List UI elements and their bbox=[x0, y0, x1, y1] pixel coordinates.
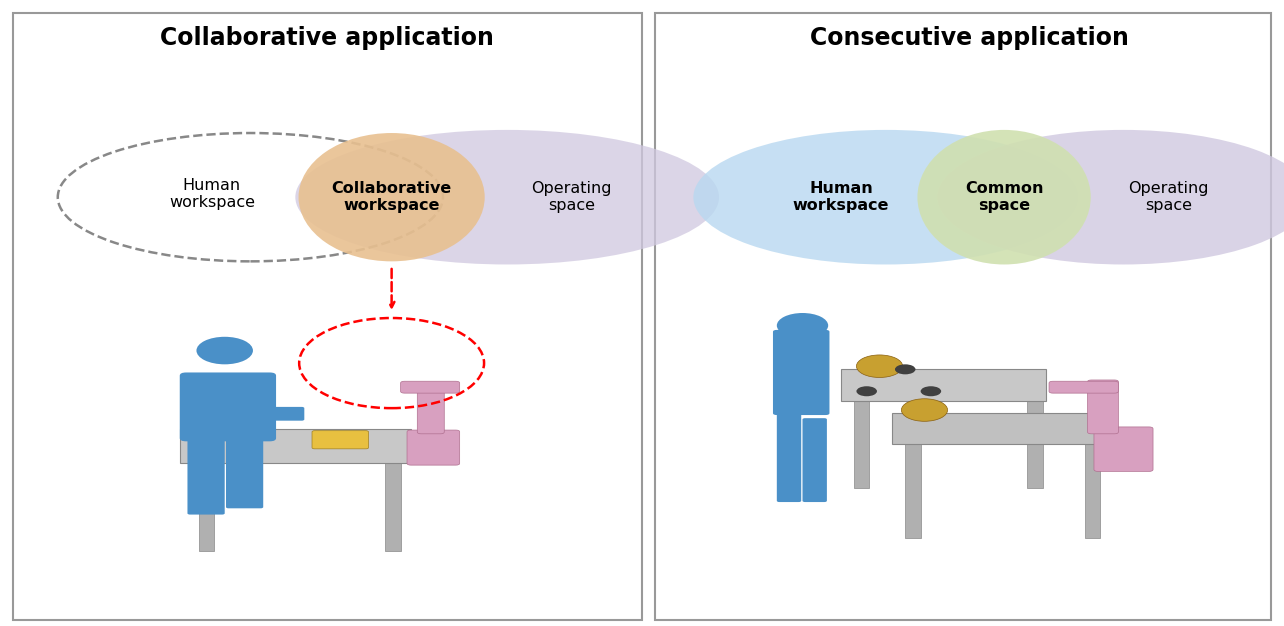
Ellipse shape bbox=[693, 130, 1079, 264]
FancyBboxPatch shape bbox=[312, 431, 369, 449]
FancyBboxPatch shape bbox=[773, 330, 829, 415]
Circle shape bbox=[777, 313, 828, 338]
FancyBboxPatch shape bbox=[802, 418, 827, 502]
Text: Common
space: Common space bbox=[964, 181, 1044, 213]
Circle shape bbox=[856, 386, 877, 396]
Ellipse shape bbox=[295, 130, 719, 264]
Text: Human
workspace: Human workspace bbox=[792, 181, 890, 213]
FancyBboxPatch shape bbox=[226, 437, 263, 508]
FancyBboxPatch shape bbox=[1027, 401, 1043, 488]
FancyBboxPatch shape bbox=[13, 13, 642, 620]
Text: Collaborative application: Collaborative application bbox=[160, 26, 494, 49]
FancyBboxPatch shape bbox=[417, 386, 444, 434]
FancyBboxPatch shape bbox=[655, 13, 1271, 620]
FancyBboxPatch shape bbox=[777, 412, 801, 502]
Text: Operating
space: Operating space bbox=[532, 181, 611, 213]
FancyBboxPatch shape bbox=[892, 413, 1098, 444]
FancyBboxPatch shape bbox=[854, 401, 869, 488]
FancyBboxPatch shape bbox=[385, 463, 401, 551]
Circle shape bbox=[901, 399, 948, 421]
FancyBboxPatch shape bbox=[1085, 444, 1100, 538]
FancyBboxPatch shape bbox=[841, 369, 1046, 401]
FancyBboxPatch shape bbox=[401, 381, 460, 393]
Ellipse shape bbox=[917, 130, 1091, 264]
Circle shape bbox=[196, 337, 253, 364]
FancyBboxPatch shape bbox=[248, 407, 304, 421]
FancyBboxPatch shape bbox=[905, 444, 921, 538]
Ellipse shape bbox=[298, 133, 484, 261]
Text: Operating
space: Operating space bbox=[1129, 181, 1208, 213]
FancyBboxPatch shape bbox=[180, 372, 276, 441]
FancyBboxPatch shape bbox=[1049, 381, 1118, 393]
FancyBboxPatch shape bbox=[1094, 427, 1153, 471]
Text: Human
workspace: Human workspace bbox=[169, 178, 254, 210]
Ellipse shape bbox=[937, 130, 1284, 264]
Text: Consecutive application: Consecutive application bbox=[810, 26, 1129, 49]
Circle shape bbox=[856, 355, 903, 377]
FancyBboxPatch shape bbox=[199, 463, 214, 551]
FancyBboxPatch shape bbox=[187, 437, 225, 515]
FancyBboxPatch shape bbox=[407, 430, 460, 465]
FancyBboxPatch shape bbox=[180, 429, 411, 463]
Circle shape bbox=[921, 386, 941, 396]
Circle shape bbox=[895, 364, 915, 374]
Text: Collaborative
workspace: Collaborative workspace bbox=[331, 181, 452, 213]
FancyBboxPatch shape bbox=[1088, 380, 1118, 434]
